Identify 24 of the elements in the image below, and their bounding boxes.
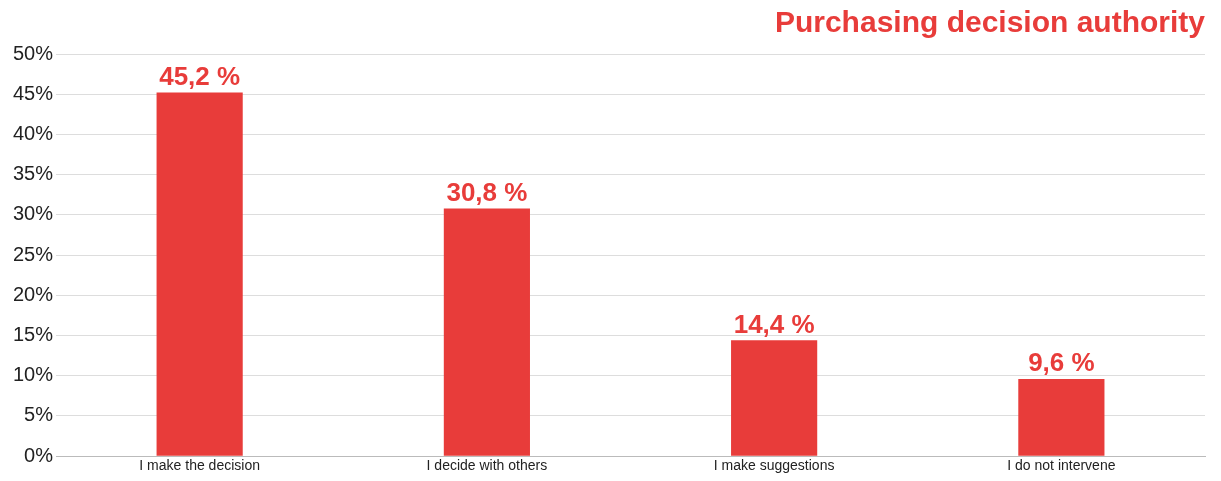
bar — [443, 208, 530, 456]
y-tick-label: 35% — [13, 162, 54, 185]
y-tick-label: 0% — [24, 443, 54, 466]
x-tick-label: I do not intervene — [1007, 457, 1116, 474]
x-tick-label: I decide with others — [426, 457, 548, 474]
y-tick-label: 30% — [13, 202, 54, 225]
data-label: 14,4 % — [733, 308, 815, 339]
chart-title: Purchasing decision authority — [774, 5, 1206, 39]
y-tick-label: 10% — [13, 363, 54, 386]
y-tick-label: 40% — [13, 121, 54, 144]
y-tick-label: 5% — [24, 403, 54, 426]
bar — [731, 340, 818, 456]
data-label: 30,8 % — [446, 176, 528, 207]
data-label: 45,2 % — [159, 60, 241, 91]
y-tick-label: 15% — [13, 323, 54, 346]
x-tick-label: I make the decision — [139, 457, 260, 474]
bar — [1018, 378, 1105, 456]
y-tick-label: 50% — [13, 41, 54, 64]
data-label: 9,6 % — [1028, 347, 1095, 378]
x-tick-label: I make suggestions — [713, 457, 835, 474]
y-tick-label: 20% — [13, 282, 54, 305]
y-tick-label: 25% — [13, 242, 54, 265]
y-tick-label: 45% — [13, 81, 54, 104]
bar — [156, 92, 243, 456]
